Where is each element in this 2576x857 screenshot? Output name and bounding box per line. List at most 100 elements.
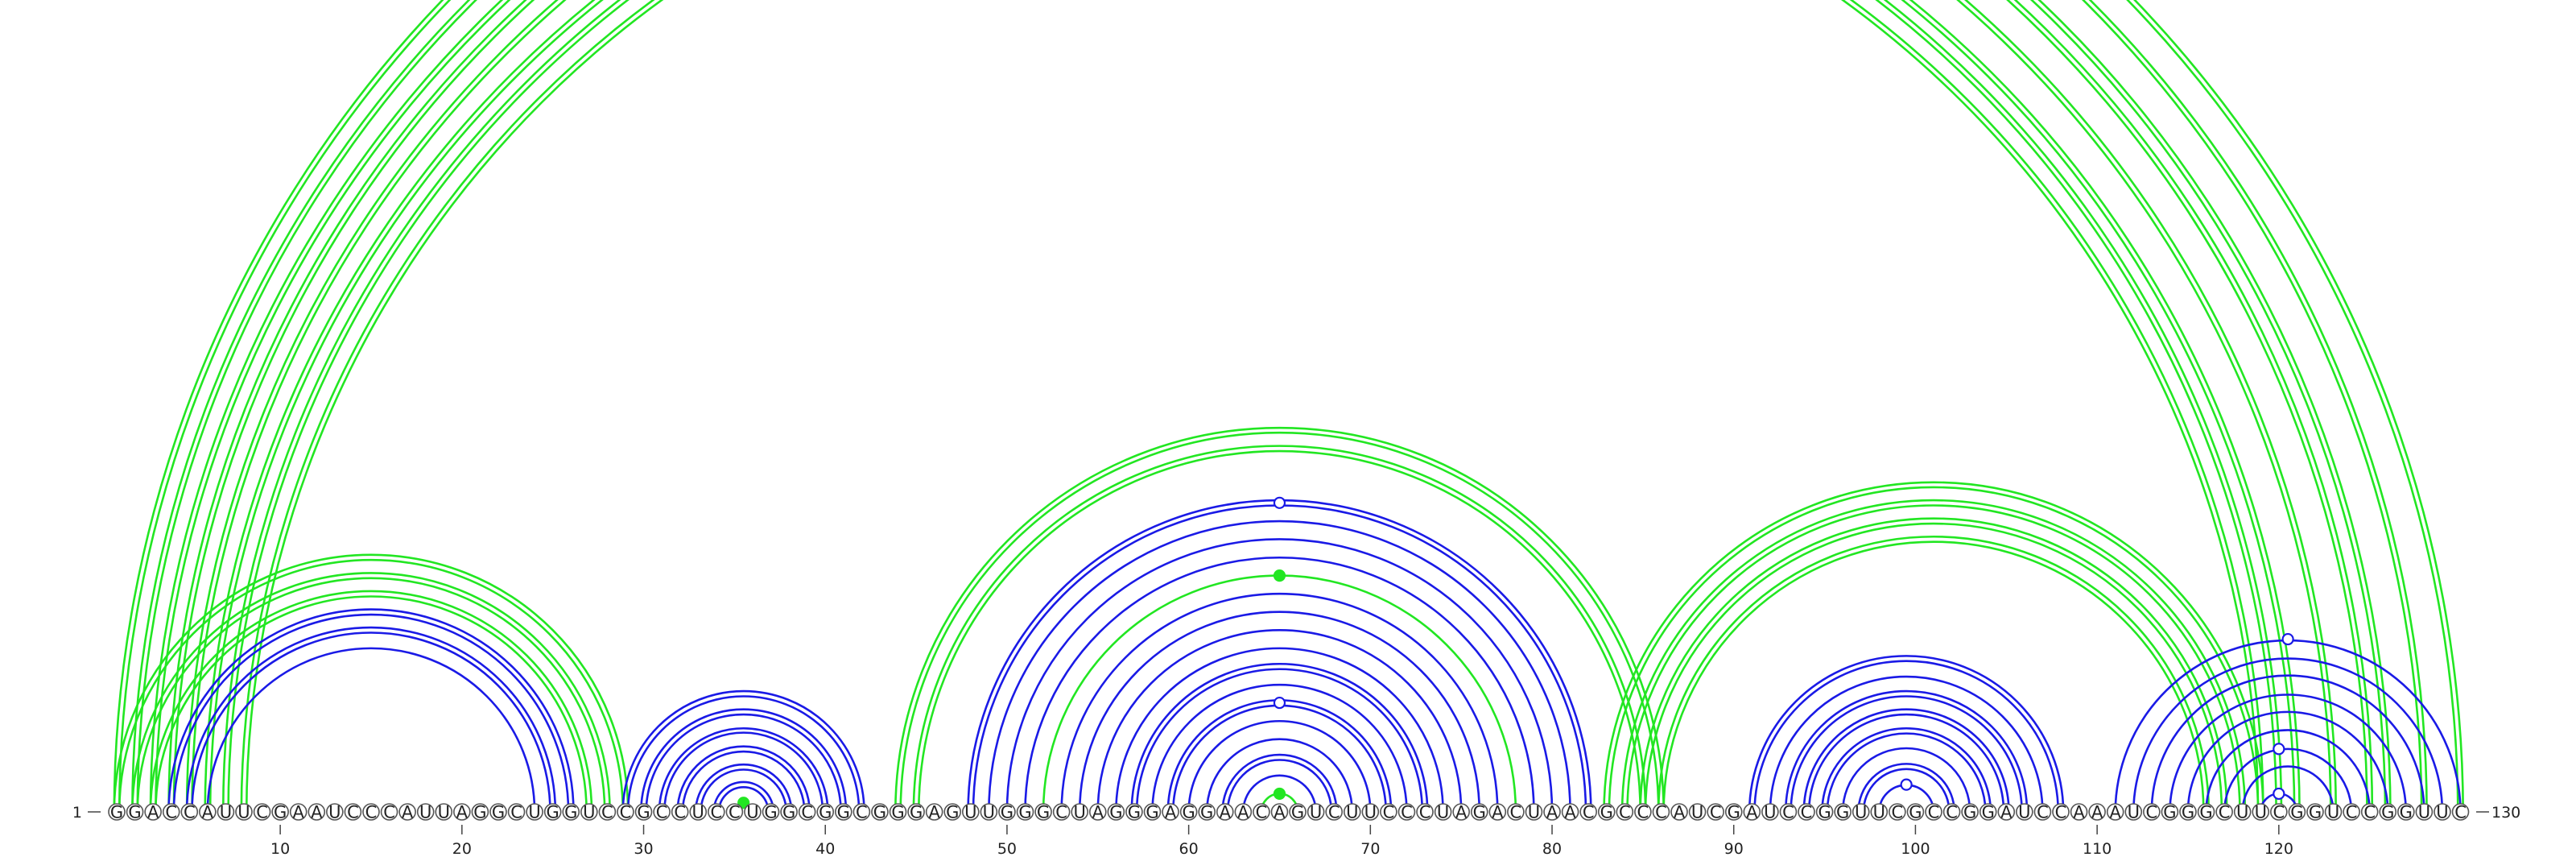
nucleotide-circle <box>1034 803 1052 821</box>
nucleotide-circle <box>1906 803 1925 821</box>
nucleotide-92: U <box>1761 803 1779 822</box>
nucleotide-letter: G <box>2163 803 2176 822</box>
nucleotide-circle <box>725 803 744 821</box>
nucleotide-circle <box>2161 803 2179 821</box>
nucleotide-letter: G <box>2381 803 2394 822</box>
arc-3-126-outer <box>149 0 2392 813</box>
nucleotide-102: C <box>1942 803 1961 822</box>
arc-5-123-outer <box>185 0 2338 813</box>
nucleotide-circle <box>2288 803 2306 821</box>
nucleotide-letter: G <box>1291 803 1304 822</box>
nucleotide-106: U <box>2016 803 2033 822</box>
arc-29-42-outer <box>621 689 865 813</box>
nucleotide-circle <box>1889 803 1906 821</box>
arc-84-118-inner <box>1626 504 2241 813</box>
nucleotide-116: G <box>2197 803 2215 822</box>
nucleotide-circle <box>2415 803 2434 821</box>
nucleotide-circle <box>344 803 362 821</box>
nucleotide-40: G <box>816 803 835 822</box>
nucleotide-circle <box>1416 803 1434 821</box>
arc-30-41-inner <box>645 713 842 813</box>
arc-97-102-inner <box>1862 768 1951 813</box>
nucleotide-letter: U <box>1855 803 1867 822</box>
nucleotide-circle <box>2343 803 2360 821</box>
arc-33-38-inner <box>700 768 788 813</box>
nucleotide-letter: G <box>837 803 850 822</box>
nucleotide-letter: C <box>1892 803 1904 822</box>
nucleotide-31: C <box>653 803 671 822</box>
nucleotide-letter: C <box>674 803 686 822</box>
arc-61-69 <box>1205 738 1354 813</box>
nucleotide-81: A <box>1561 803 1579 822</box>
nucleotide-letter: U <box>1691 803 1703 822</box>
arc-49-81 <box>988 520 1571 813</box>
nucleotide-circle <box>108 803 126 821</box>
arc-95-104-inner <box>1826 732 1987 813</box>
nucleotide-letter: G <box>2182 803 2194 822</box>
nucleotide-30: G <box>634 803 653 822</box>
nucleotide-circle <box>598 803 617 821</box>
nucleotide-letter: A <box>1546 803 1558 822</box>
arc-56-74 <box>1115 647 1444 813</box>
nucleotide-18: U <box>416 803 435 822</box>
nucleotide-5: C <box>180 803 199 822</box>
tick-label-70: 70 <box>1360 840 1380 857</box>
nucleotide-61: G <box>1198 803 1216 822</box>
nucleotide-circle <box>199 803 217 821</box>
arcs-layer <box>113 0 2465 813</box>
nucleotide-circle <box>1470 803 1488 821</box>
arc-116-125 <box>2205 729 2371 813</box>
nucleotide-97: U <box>1852 803 1870 822</box>
nucleotide-37: G <box>762 803 780 822</box>
nucleotide-10: G <box>271 803 289 822</box>
nucleotide-letter: C <box>1637 803 1649 822</box>
arc-marker-64-66 <box>1273 787 1286 801</box>
arc-3-27-inner <box>155 595 588 813</box>
nucleotide-letter: G <box>274 803 287 822</box>
arc-112-129 <box>2132 657 2444 813</box>
nucleotide-circle <box>744 803 762 821</box>
nucleotide-letter: C <box>1655 803 1667 822</box>
nucleotide-12: A <box>308 803 326 822</box>
arc-30-41-outer <box>640 708 848 813</box>
ticks-layer: 10 20 30 40 50 60 70 80 90 100 110 120 <box>270 825 2293 857</box>
arc-83-119-inner <box>1608 486 2260 813</box>
nucleotide-circle <box>1925 803 1942 821</box>
tick-label-50: 50 <box>997 840 1017 857</box>
arc-63-67 <box>1242 774 1317 813</box>
nucleotide-circle <box>1724 803 1743 821</box>
nucleotide-circle <box>1143 803 1162 821</box>
nucleotide-letter: U <box>2018 803 2030 822</box>
nucleotide-letter: U <box>1074 803 1086 822</box>
nucleotide-circle <box>1543 803 1561 821</box>
nucleotide-124: C <box>2343 803 2360 822</box>
nucleotide-66: G <box>1289 803 1307 822</box>
nucleotide-letter: U <box>692 803 704 822</box>
nucleotide-circle <box>2016 803 2033 821</box>
tick-label-10: 10 <box>270 840 290 857</box>
nucleotide-circle <box>925 803 943 821</box>
nucleotide-letter: U <box>2436 803 2448 822</box>
nucleotide-circle <box>634 803 653 821</box>
nucleotide-circle <box>671 803 689 821</box>
arc-7-120-outer <box>221 0 2283 813</box>
nucleotide-circle <box>961 803 980 821</box>
arc-51-79 <box>1024 556 1535 813</box>
nucleotide-circle <box>943 803 962 821</box>
nucleotide-circle <box>435 803 453 821</box>
nucleotide-letter: C <box>1401 803 1413 822</box>
nucleotide-letter: U <box>1873 803 1885 822</box>
arc-32-39-outer <box>676 745 811 813</box>
nucleotide-3: A <box>144 803 162 822</box>
nucleotide-38: G <box>780 803 798 822</box>
nucleotide-letter: U <box>1528 803 1540 822</box>
nucleotide-letter: G <box>110 803 123 822</box>
nucleotide-letter: C <box>1510 803 1522 822</box>
nucleotide-circle <box>543 803 562 821</box>
nucleotide-letter: G <box>1600 803 1613 822</box>
nucleotide-letter: C <box>2037 803 2049 822</box>
nucleotide-letter: G <box>1818 803 1831 822</box>
nucleotide-86: C <box>1652 803 1670 822</box>
nucleotide-circle <box>380 803 398 821</box>
